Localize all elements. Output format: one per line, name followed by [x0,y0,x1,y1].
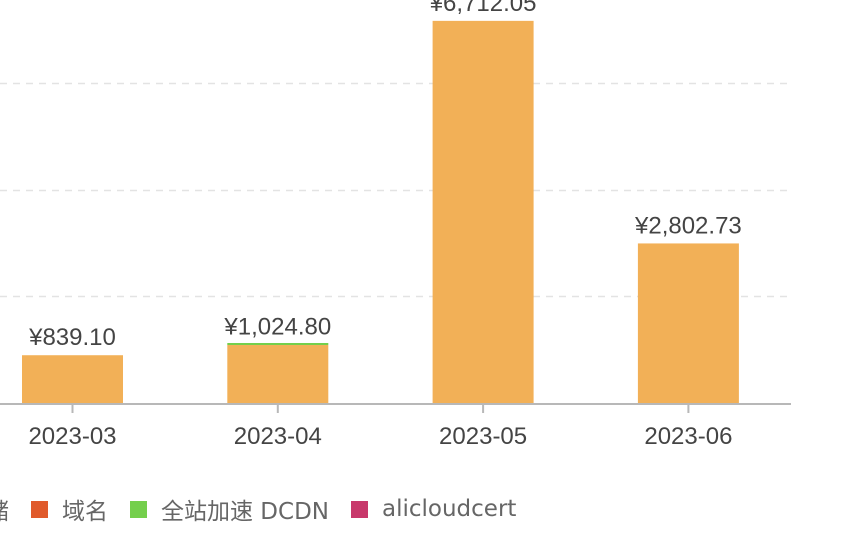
bar-segment [432,20,534,403]
legend-item[interactable]: 全站加速 DCDN [130,492,329,526]
legend-swatch [351,500,368,518]
legend-item[interactable]: 储 [0,492,9,526]
bar-segment [637,243,739,403]
legend-swatch [31,500,48,518]
legend-swatch [130,500,147,518]
bar-value-label: ¥1,024.80 [223,314,331,341]
legend-label: 储 [0,492,9,526]
x-tick-label: 2023-06 [644,423,732,450]
bar-value-label: ¥6,712.05 [429,0,537,17]
bar-value-label: ¥2,802.73 [634,212,742,239]
legend-item[interactable]: 域名 [31,492,108,526]
bars [22,20,739,403]
bar-segment [227,344,329,403]
legend-label: 全站加速 DCDN [161,499,329,525]
legend-label: 域名 [62,499,108,525]
bar-value-label: ¥839.10 [28,324,116,351]
bar-value-labels: ¥839.10 ¥1,024.80 ¥6,712.05 ¥2,802.73 [28,0,742,351]
gridlines [0,82,791,298]
legend-item[interactable]: alicloudcert [351,496,516,522]
x-tick-label: 2023-04 [234,423,322,450]
x-tick-label: 2023-05 [439,423,527,450]
legend: 储 域名 全站加速 DCDN alicloudcert [0,492,538,526]
x-tick-label: 2023-03 [28,423,116,450]
bar-segment [22,355,123,403]
x-axis: 2023-03 2023-04 2023-05 2023-06 [0,403,791,450]
legend-label: alicloudcert [382,496,517,522]
bar-segment [227,342,329,345]
